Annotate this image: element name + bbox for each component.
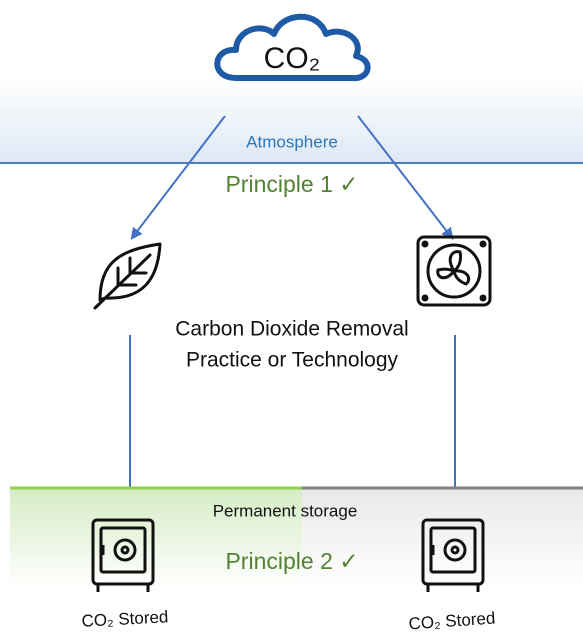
- leaf-icon: [93, 242, 162, 310]
- stored-label: CO₂ Stored: [408, 608, 496, 633]
- arrow: [130, 115, 226, 240]
- storage-label: Permanent storage: [213, 501, 358, 520]
- removal-line: Practice or Technology: [186, 349, 399, 372]
- principle-2: Principle 2 ✓: [225, 548, 358, 574]
- principle-1: Principle 1 ✓: [225, 171, 358, 197]
- cloud: [214, 13, 371, 82]
- atmosphere-label: Atmosphere: [246, 132, 338, 151]
- storage-band-green: [10, 488, 302, 588]
- safe-icon: [91, 518, 155, 592]
- cloud-label: CO₂: [264, 42, 321, 75]
- arrow: [357, 115, 454, 240]
- safe-icon: [421, 518, 485, 592]
- removal-line: Carbon Dioxide Removal: [175, 318, 408, 341]
- stored-label: CO₂ Stored: [81, 607, 169, 631]
- atmosphere-band: [0, 80, 583, 163]
- fan-icon: [416, 235, 492, 307]
